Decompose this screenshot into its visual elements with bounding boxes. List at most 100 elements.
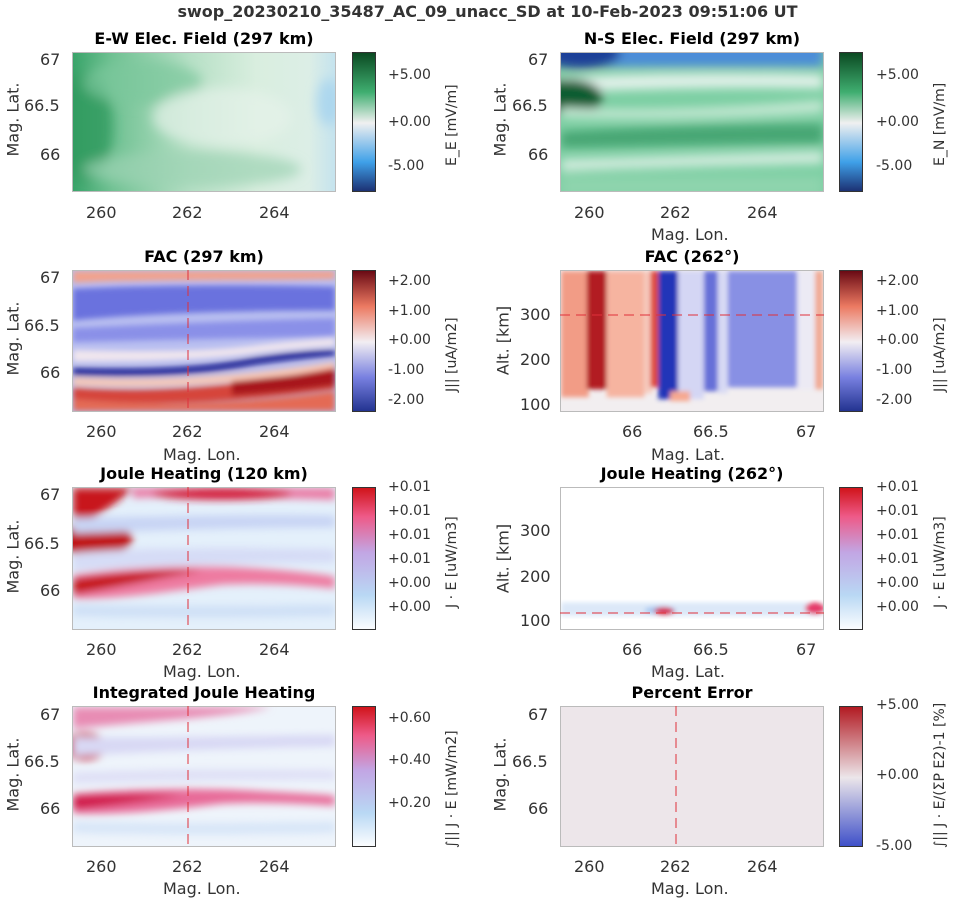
x-tick: 66.5: [693, 640, 729, 659]
x-axis-label: Mag. Lon.: [651, 225, 729, 244]
x-tick: 260: [574, 857, 605, 876]
figure-title: swop_20230210_35487_AC_09_unacc_SD at 10…: [177, 2, 798, 21]
y-tick: 200: [520, 350, 551, 369]
heatmap-joule-120: [72, 487, 336, 630]
y-tick: 67: [40, 485, 61, 504]
colorbar-tick: +0.01: [388, 527, 431, 543]
panel-title: FAC (262°): [644, 247, 740, 266]
colorbar-integrated-joule: [352, 706, 376, 847]
colorbar-tick: +0.00: [876, 114, 919, 130]
colorbar-tick: +0.00: [388, 332, 431, 348]
panel-title: FAC (297 km): [144, 247, 264, 266]
colorbar-tick: +0.00: [388, 599, 431, 615]
y-axis-label: Mag. Lat.: [490, 82, 510, 157]
x-tick: 264: [747, 203, 778, 222]
heatmap-ns-efield: [560, 52, 824, 192]
colorbar-label: J|| [uA/m2]: [932, 317, 948, 392]
y-tick: 66.5: [24, 752, 60, 771]
y-axis-label: Alt. [km]: [493, 305, 513, 376]
colorbar-fac: [839, 270, 863, 412]
x-tick: 264: [747, 857, 778, 876]
y-axis-label: Mag. Lat.: [3, 301, 23, 376]
x-tick: 264: [259, 422, 290, 441]
y-tick: 66: [40, 799, 61, 818]
colorbar-tick: +0.00: [876, 599, 919, 615]
x-tick: 66.5: [693, 422, 729, 441]
colorbar-tick: +0.00: [388, 575, 431, 591]
x-tick: 67: [796, 422, 817, 441]
reference-line: [560, 314, 824, 316]
y-tick: 66.5: [512, 96, 548, 115]
reference-line: [187, 706, 189, 847]
colorbar-tick: +0.01: [876, 479, 919, 495]
colorbar-tick: +0.00: [388, 114, 431, 130]
colorbar-tick: -1.00: [876, 362, 913, 378]
colorbar-tick: +0.60: [388, 710, 431, 726]
y-tick: 67: [528, 50, 549, 69]
y-axis-label: Mag. Lat.: [490, 737, 510, 812]
y-tick: 200: [520, 567, 551, 586]
panel-title: E-W Elec. Field (297 km): [94, 29, 314, 48]
y-tick: 66: [40, 363, 61, 382]
y-axis-label: Alt. [km]: [493, 523, 513, 594]
colorbar-label: J · E [uW/m3]: [444, 516, 460, 608]
x-axis-label: Mag. Lon.: [163, 445, 241, 464]
colorbar-tick: +0.01: [876, 551, 919, 567]
y-tick: 66: [40, 145, 61, 164]
y-tick: 67: [40, 268, 61, 287]
heatmap-joule-262: [560, 487, 824, 630]
colorbar-tick: -2.00: [876, 392, 913, 408]
colorbar-tick: +0.01: [388, 551, 431, 567]
colorbar-tick: +1.00: [876, 303, 919, 319]
panel-title: Joule Heating (120 km): [100, 464, 308, 483]
x-tick: 260: [86, 422, 117, 441]
colorbar-ns-efield: [839, 52, 863, 192]
colorbar-tick: +0.01: [876, 527, 919, 543]
y-tick: 66.5: [512, 752, 548, 771]
x-tick: 264: [259, 640, 290, 659]
panel-title: Integrated Joule Heating: [92, 683, 316, 702]
x-tick: 260: [86, 640, 117, 659]
x-tick: 66: [622, 640, 643, 659]
heatmap-ew-efield: [72, 52, 336, 192]
heatmap-fac-262: [560, 270, 824, 412]
colorbar-tick: +5.00: [876, 697, 919, 713]
colorbar-tick: -2.00: [388, 392, 425, 408]
colorbar-tick: +5.00: [876, 67, 919, 83]
y-axis-label: Mag. Lat.: [3, 82, 23, 157]
colorbar-tick: +2.00: [876, 273, 919, 289]
y-tick: 66: [40, 581, 61, 600]
x-tick: 262: [172, 640, 203, 659]
heatmap-percent-error: [560, 706, 824, 847]
reference-line: [560, 612, 824, 614]
y-tick: 100: [520, 611, 551, 630]
colorbar-tick: +0.01: [388, 479, 431, 495]
x-tick: 260: [86, 857, 117, 876]
colorbar-fac: [352, 270, 376, 412]
colorbar-tick: +0.00: [876, 332, 919, 348]
y-tick: 67: [528, 705, 549, 724]
colorbar-percent-error: [839, 706, 863, 847]
colorbar-tick: +5.00: [388, 67, 431, 83]
y-tick: 66.5: [24, 534, 60, 553]
y-tick: 67: [40, 705, 61, 724]
x-axis-label: Mag. Lat.: [651, 662, 726, 681]
colorbar-tick: +0.00: [876, 575, 919, 591]
colorbar-label: J · E [uW/m3]: [932, 516, 948, 608]
colorbar-tick: -5.00: [388, 158, 425, 174]
y-axis-label: Mag. Lat.: [3, 519, 23, 594]
x-tick: 262: [660, 857, 691, 876]
colorbar-tick: +0.00: [876, 767, 919, 783]
colorbar-tick: +0.01: [388, 503, 431, 519]
x-tick: 262: [172, 203, 203, 222]
panel-title: N-S Elec. Field (297 km): [583, 29, 801, 48]
y-tick: 66: [528, 145, 549, 164]
y-axis-label: Mag. Lat.: [3, 737, 23, 812]
reference-line: [187, 270, 189, 412]
reference-line: [675, 706, 677, 847]
colorbar-label: E_E [mV/m]: [444, 84, 460, 166]
colorbar-joule: [352, 487, 376, 630]
x-tick: 262: [660, 203, 691, 222]
colorbar-tick: +1.00: [388, 303, 431, 319]
colorbar-label: ∫|| J · E [mW/m2]: [444, 730, 460, 848]
